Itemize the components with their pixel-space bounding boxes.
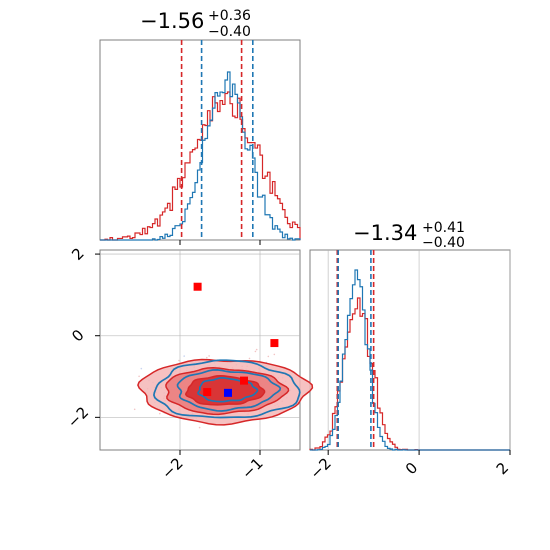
marker-blue-0 [224, 388, 232, 397]
histogram-param1-red [309, 297, 510, 451]
sample-point [206, 356, 208, 359]
tick-label-joint-x-1: −1 [238, 454, 266, 482]
sample-point [273, 353, 276, 356]
marker-red-3 [240, 376, 248, 385]
marker-red-1 [270, 339, 279, 348]
histogram-panel-param1: −1.34 +0.41 −0.40 −2 0 2 [306, 220, 512, 483]
sample-point [183, 355, 185, 357]
tick-label-joint-x-0: −2 [158, 454, 186, 482]
histogram-param0-blue [100, 71, 301, 241]
title-param0-lower: −0.40 [208, 24, 251, 40]
joint-contour-panel: −2 −1 −2 0 2 [64, 244, 314, 483]
sample-point [255, 348, 258, 351]
tick-label-param1-2: 2 [493, 459, 512, 478]
tick-label-joint-y-2: 2 [68, 244, 87, 263]
sample-point [198, 426, 201, 429]
sample-point [267, 355, 270, 358]
sample-point [208, 355, 210, 357]
contour-blue-level-0 [153, 359, 301, 419]
title-param0-upper: +0.36 [208, 8, 251, 24]
title-param1-lower: −0.40 [422, 235, 465, 251]
sample-point [133, 408, 136, 411]
sample-point [138, 375, 140, 378]
sample-point [178, 359, 180, 362]
tick-label-param1-0: −2 [306, 454, 334, 482]
sample-point [248, 357, 251, 360]
title-param0-main: −1.56 [140, 9, 204, 33]
sample-point [254, 350, 257, 353]
contour-blue-level-2 [197, 377, 259, 403]
marker-red-0 [193, 282, 202, 291]
axes-frame-param0 [99, 39, 301, 241]
tick-label-joint-y-0: −2 [64, 403, 92, 431]
sample-point [140, 367, 143, 370]
histogram-param1-blue [310, 269, 510, 451]
title-param1-upper: +0.41 [422, 220, 465, 236]
title-param1-main: −1.34 [353, 221, 417, 245]
tick-label-param1-1: 0 [402, 459, 421, 478]
histogram-panel-param0: −1.56 +0.36 −0.40 [99, 8, 301, 241]
axes-frame-joint [99, 249, 301, 451]
sample-point [159, 412, 161, 415]
histogram-param0-red [100, 91, 301, 241]
marker-red-2 [203, 388, 212, 397]
tick-label-joint-y-1: 0 [68, 326, 87, 345]
contour-blue-level-1 [176, 369, 282, 412]
axes-frame-param1 [309, 249, 511, 451]
